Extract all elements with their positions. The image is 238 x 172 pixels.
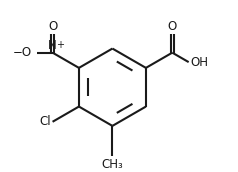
- Text: Cl: Cl: [40, 115, 51, 128]
- Text: −O: −O: [13, 46, 32, 59]
- Text: OH: OH: [190, 56, 208, 69]
- Text: O: O: [168, 20, 177, 33]
- Text: N: N: [48, 39, 57, 52]
- Text: CH₃: CH₃: [102, 158, 123, 171]
- Text: +: +: [56, 40, 64, 50]
- Text: O: O: [48, 20, 57, 33]
